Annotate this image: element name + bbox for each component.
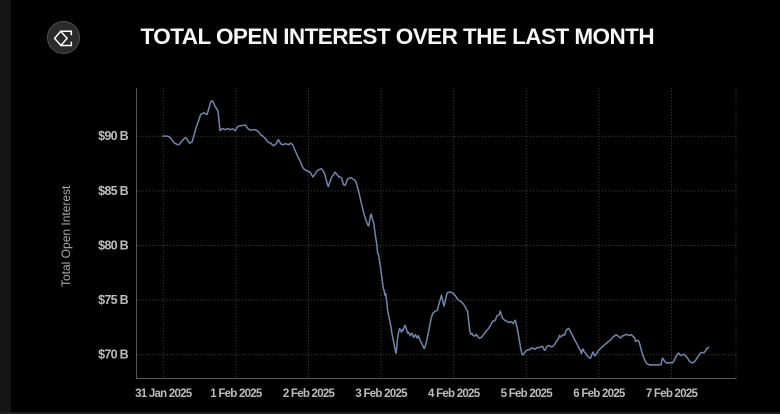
svg-text:1 Feb 2025: 1 Feb 2025 xyxy=(210,388,263,400)
svg-text:$70 B: $70 B xyxy=(98,348,129,362)
svg-text:3 Feb 2025: 3 Feb 2025 xyxy=(355,388,408,400)
svg-text:$90 B: $90 B xyxy=(98,129,129,143)
svg-text:$85 B: $85 B xyxy=(98,184,129,198)
svg-text:5 Feb 2025: 5 Feb 2025 xyxy=(501,388,554,400)
svg-text:$75 B: $75 B xyxy=(98,293,129,307)
svg-text:7 Feb 2025: 7 Feb 2025 xyxy=(646,388,699,400)
svg-text:6 Feb 2025: 6 Feb 2025 xyxy=(573,388,626,400)
svg-text:4 Feb 2025: 4 Feb 2025 xyxy=(428,388,481,400)
svg-text:2 Feb 2025: 2 Feb 2025 xyxy=(283,388,336,400)
svg-text:31 Jan 2025: 31 Jan 2025 xyxy=(135,388,193,400)
svg-text:$80 B: $80 B xyxy=(98,238,129,252)
